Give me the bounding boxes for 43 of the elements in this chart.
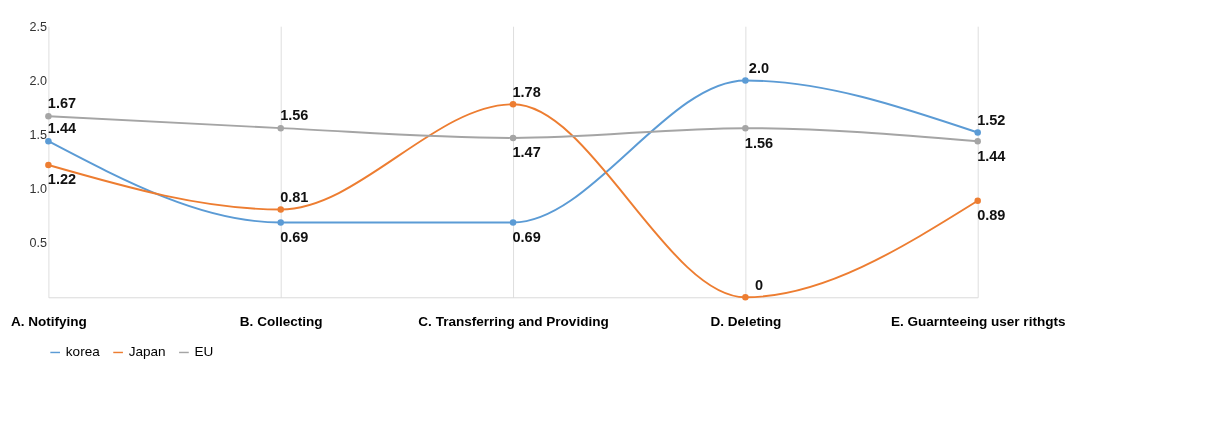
point xyxy=(277,124,284,132)
x-tick-label: B. Collecting xyxy=(239,313,323,329)
data-label: 0.69 xyxy=(280,228,309,245)
data-label: 1.52 xyxy=(977,111,1006,128)
data-label: 1.47 xyxy=(512,144,541,161)
point xyxy=(45,137,52,145)
x-tick-label: D. Deleting xyxy=(710,313,782,329)
point xyxy=(45,161,52,169)
data-label: 1.22 xyxy=(47,171,77,188)
point xyxy=(277,219,284,226)
point xyxy=(509,101,517,108)
data-label: 1.44 xyxy=(977,147,1006,164)
data-label: 0.81 xyxy=(280,188,309,205)
data-label: 2.0 xyxy=(748,59,770,76)
point xyxy=(509,134,517,142)
point xyxy=(974,129,981,136)
x-tick-label: A. Notifying xyxy=(10,313,87,329)
legend-label: EU xyxy=(194,344,214,360)
data-label: 1.67 xyxy=(47,95,77,112)
legend-label: Japan xyxy=(128,344,166,360)
y-tick-label: 2.0 xyxy=(29,73,47,88)
point xyxy=(974,197,981,205)
data-label: 1.56 xyxy=(744,134,774,151)
y-tick-label: 0.5 xyxy=(29,236,47,251)
y-tick-label: 1.0 xyxy=(29,182,47,197)
point xyxy=(974,137,981,145)
data-label: 0.69 xyxy=(512,228,541,245)
data-label: 0.89 xyxy=(977,207,1006,224)
point xyxy=(277,206,284,213)
y-tick-label: 2.5 xyxy=(29,19,47,34)
legend-label: korea xyxy=(65,344,101,360)
point xyxy=(742,294,749,301)
point xyxy=(742,124,749,132)
y-tick-label: 1.5 xyxy=(29,128,47,143)
x-tick-label: C. Transferring and Providing xyxy=(418,313,609,329)
data-label: 1.56 xyxy=(280,107,309,124)
data-label: 1.78 xyxy=(512,83,541,100)
point xyxy=(509,219,517,226)
point xyxy=(742,77,749,84)
x-tick-label: E. Guarnteeing user rithgts xyxy=(890,313,1066,329)
data-label: 0 xyxy=(754,276,763,293)
data-label: 1.44 xyxy=(47,120,77,137)
point xyxy=(45,112,52,120)
